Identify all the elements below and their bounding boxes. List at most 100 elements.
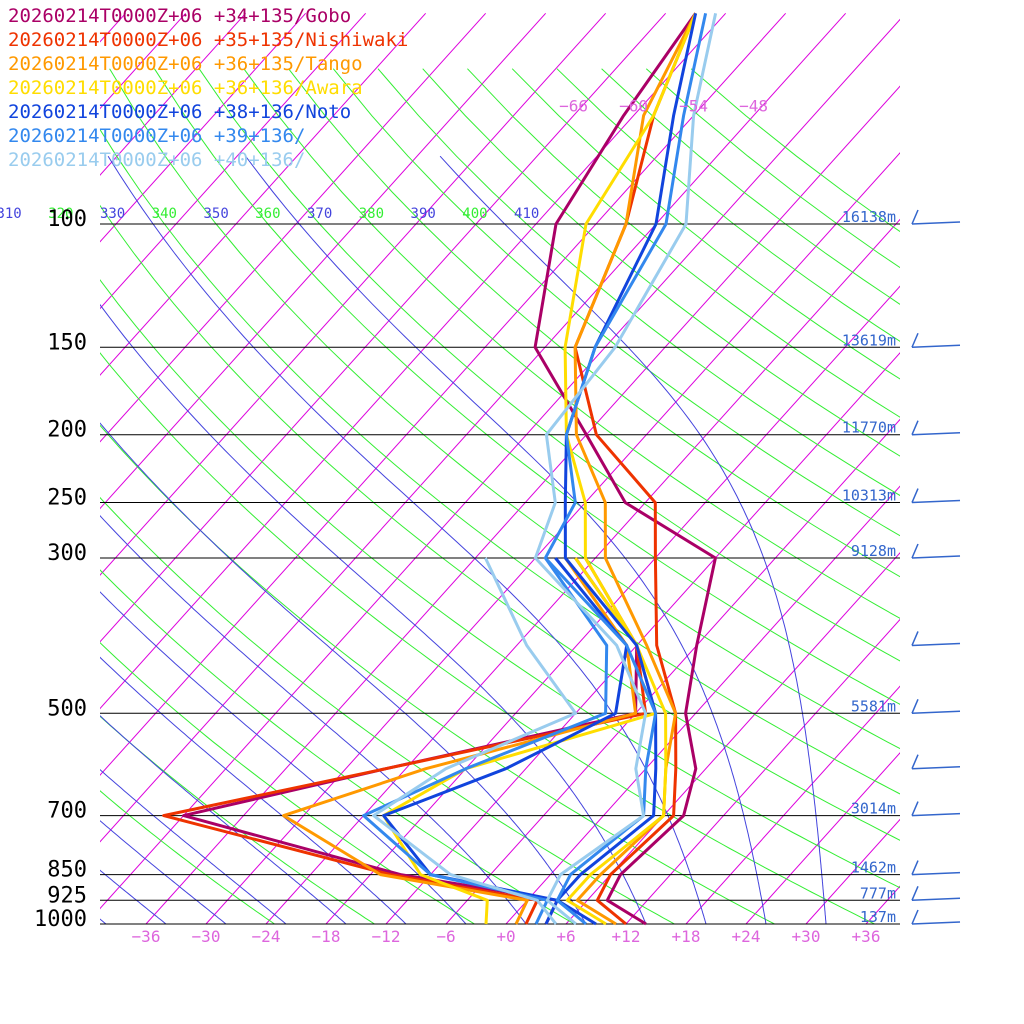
wind-barb [911, 499, 961, 504]
height-label: 5581m [851, 697, 896, 715]
wind-barb [911, 921, 961, 925]
dry-adiabat [100, 204, 900, 841]
dry-adiabat [100, 279, 900, 889]
height-label: 777m [860, 884, 896, 902]
temperature-tick-label: −66 [559, 97, 588, 116]
temperature-tick-label: +6 [556, 927, 575, 946]
dry-adiabat [100, 569, 575, 924]
isotherm [745, 752, 900, 924]
isotherm [805, 818, 900, 924]
height-label: 3014m [851, 800, 896, 818]
isotherm [100, 12, 547, 510]
pressure-label: 100 [47, 207, 87, 232]
wind-barb-flag [911, 698, 919, 714]
sounding-profiles [162, 12, 718, 926]
isotherm [100, 12, 727, 710]
pressure-label: 925 [47, 883, 87, 908]
temperature-profile [573, 12, 697, 926]
isotherm [100, 12, 847, 843]
temperature-tick-label: +24 [732, 927, 761, 946]
isotherm [625, 618, 900, 924]
legend-entry-noto: 20260214T0000Z+06 +38+136/Noto [8, 101, 352, 123]
moist-adiabat [100, 715, 347, 924]
temperature-tick-label: −30 [192, 927, 221, 946]
isotherm [445, 418, 900, 924]
height-label: 1462m [851, 859, 896, 877]
temperature-profile [543, 12, 708, 926]
isotherm [926, 13, 1024, 924]
wind-barb-flag [911, 631, 919, 646]
wind-barb [911, 431, 961, 436]
wind-barb [911, 871, 961, 876]
isotherm [265, 218, 900, 924]
legend-entry-awara: 20260214T0000Z+06 +36+136/Awara [8, 77, 363, 99]
isotherm [100, 12, 247, 176]
dry-adiabat [288, 68, 900, 578]
wind-barb-flag [911, 209, 919, 225]
dry-adiabat [109, 68, 900, 750]
height-label: 16138m [842, 208, 896, 226]
dewpoint-profile [382, 557, 629, 925]
legend-entry-39-136: 20260214T0000Z+06 +39+136/ [8, 125, 306, 147]
isotherm [986, 13, 1024, 924]
temperature-tick-label: −36 [132, 927, 161, 946]
theta-label: 370 [307, 206, 332, 222]
pressure-label: 500 [47, 696, 87, 721]
moist-adiabat [100, 591, 467, 924]
isotherm [100, 12, 607, 576]
isotherm [100, 12, 667, 643]
dry-adiabat [100, 128, 900, 795]
height-labels: 16138m 13619m 11770m 10313m 9128m 5581m 3014m 1… [842, 208, 896, 926]
moist-adiabat [100, 422, 587, 924]
height-label: 13619m [842, 331, 896, 349]
wind-barb-flag [911, 543, 919, 559]
isotherm [100, 12, 487, 443]
height-label: 137m [860, 908, 896, 926]
temperature-tick-label: −24 [252, 927, 281, 946]
pressure-label: 300 [47, 541, 87, 566]
dry-adiabat [243, 68, 900, 619]
temperature-tick-label: −12 [372, 927, 401, 946]
wind-barb-flag [911, 332, 919, 348]
dry-adiabat [100, 790, 275, 924]
temperature-tick-label: −48 [739, 97, 768, 116]
pressure-label: 250 [47, 486, 87, 511]
moist-adiabat [100, 656, 407, 924]
pressure-label: 1000 [34, 907, 87, 932]
isotherm [100, 12, 367, 310]
wind-barb-flag [911, 754, 919, 770]
temperature-profile [555, 12, 698, 926]
moist-adiabat-lines [100, 155, 827, 924]
dewpoint-profile [162, 557, 648, 925]
dry-adiabat [467, 68, 900, 418]
dry-adiabat [332, 68, 900, 537]
temperature-tick-labels: −36 −30 −24 −18 −12 −6 +0 +6 +12 +18 +24 +30 +36 −66 −… [132, 97, 881, 946]
isotherm [0, 13, 6, 924]
wind-barb [911, 765, 961, 770]
theta-label: 350 [203, 206, 228, 222]
theta-label: 340 [152, 206, 177, 222]
temperature-tick-label: −18 [312, 927, 341, 946]
temperature-tick-label: +30 [792, 927, 821, 946]
legend: 20260214T0000Z+06 +34+135/Gobo 20260214T… [8, 4, 408, 172]
dewpoint-profile [372, 557, 578, 925]
wind-barb [911, 221, 961, 225]
legend-entry-tango: 20260214T0000Z+06 +36+135/Tango [8, 53, 363, 75]
wind-barb [911, 897, 961, 902]
temperature-tick-label: −54 [679, 97, 708, 116]
temperature-tick-label: +12 [612, 927, 641, 946]
moist-adiabat [245, 155, 767, 924]
theta-label: 330 [100, 206, 125, 222]
pressure-label: 850 [47, 858, 87, 883]
dry-adiabat [100, 424, 775, 924]
temperature-tick-label: +18 [672, 927, 701, 946]
moist-adiabat [100, 515, 527, 924]
temperature-profile [533, 12, 717, 926]
theta-label: 320 [48, 206, 73, 222]
wind-barb-flag [911, 886, 919, 901]
isotherm [100, 12, 427, 376]
legend-entry-40-136: 20260214T0000Z+06 +40+136/ [8, 149, 306, 171]
dry-adiabat [556, 68, 900, 342]
moist-adiabat [100, 768, 287, 924]
